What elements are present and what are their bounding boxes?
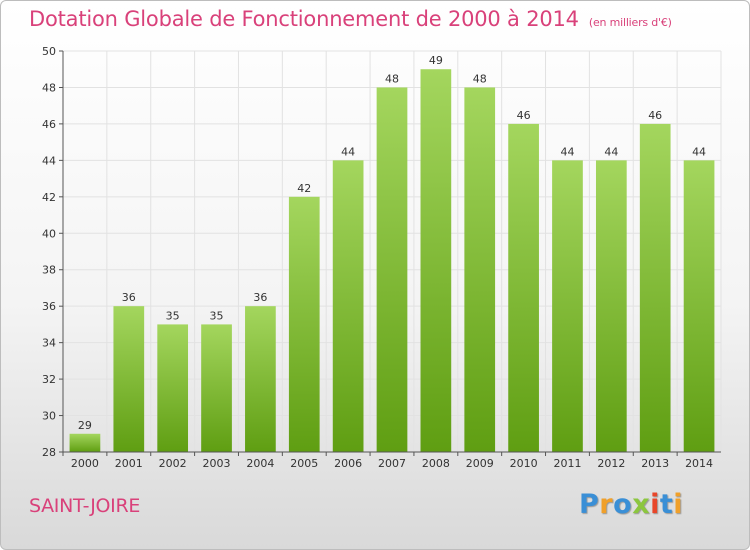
x-tick-label-2014: 2014 — [685, 457, 713, 470]
x-tick-label-2007: 2007 — [378, 457, 406, 470]
bar-2007 — [376, 87, 408, 453]
x-tick-label-2012: 2012 — [597, 457, 625, 470]
y-tick-label: 40 — [42, 227, 56, 240]
x-tick-label-2013: 2013 — [641, 457, 669, 470]
x-tick-label-2002: 2002 — [159, 457, 187, 470]
axes: 28 30 32 34 36 38 40 42 44 46 48 50 2000 2001 2002 2003… — [42, 45, 721, 470]
value-label-2013: 46 — [648, 109, 662, 122]
bar-2008 — [420, 69, 452, 453]
city-name: SAINT-JOIRE — [29, 495, 141, 517]
bar-2001 — [113, 306, 145, 452]
value-label-2012: 44 — [604, 145, 618, 158]
x-tick-label-2010: 2010 — [510, 457, 538, 470]
bar-2005 — [288, 196, 320, 452]
bar-2012 — [595, 160, 627, 452]
logo-letter: t — [659, 489, 674, 520]
value-label-2014: 44 — [692, 145, 706, 158]
logo-letter: o — [613, 489, 633, 520]
logo-letter: P — [579, 489, 600, 520]
logo-letter: x — [632, 489, 651, 520]
y-tick-label: 36 — [42, 300, 56, 313]
y-tick-label: 46 — [42, 118, 56, 131]
bar-2003 — [201, 324, 232, 452]
bar-2004 — [245, 306, 276, 452]
logo-letter: r — [599, 489, 614, 520]
value-label-2003: 35 — [210, 309, 224, 322]
bar-2011 — [552, 160, 583, 452]
chart-title: Dotation Globale de Fonctionnement de 20… — [29, 7, 672, 31]
y-tick-label: 30 — [42, 410, 56, 423]
value-label-2005: 42 — [297, 182, 311, 195]
y-tick-label: 42 — [42, 191, 56, 204]
y-tick-label: 44 — [42, 154, 56, 167]
value-label-2000: 29 — [78, 419, 92, 432]
value-label-2002: 35 — [166, 309, 180, 322]
value-label-2010: 46 — [517, 109, 531, 122]
x-tick-label-2001: 2001 — [115, 457, 143, 470]
value-label-2004: 36 — [253, 291, 267, 304]
bar-2009 — [464, 87, 496, 453]
y-tick-label: 38 — [42, 264, 56, 277]
x-tick-label-2000: 2000 — [71, 457, 99, 470]
value-label-2001: 36 — [122, 291, 136, 304]
proxiti-logo: Proxiti — [579, 489, 683, 520]
chart-title-text: Dotation Globale de Fonctionnement de 20… — [29, 7, 579, 31]
x-tick-label-2004: 2004 — [246, 457, 274, 470]
value-label-2007: 48 — [385, 72, 399, 85]
logo-letter: i — [650, 489, 660, 520]
value-label-2009: 48 — [473, 72, 487, 85]
bar-2000 — [69, 433, 101, 452]
chart-unit: (en milliers d'€) — [588, 16, 672, 29]
bar-2006 — [332, 160, 364, 452]
y-tick-label: 28 — [42, 446, 56, 459]
x-tick-label-2011: 2011 — [553, 457, 581, 470]
value-label-2011: 44 — [560, 145, 574, 158]
bars: 29 36 35 35 36 42 44 48 49 48 46 44 44 46 44 — [69, 54, 715, 453]
bar-2002 — [157, 324, 189, 452]
x-tick-label-2008: 2008 — [422, 457, 450, 470]
value-label-2006: 44 — [341, 145, 355, 158]
x-tick-label-2005: 2005 — [290, 457, 318, 470]
x-tick-label-2006: 2006 — [334, 457, 362, 470]
y-tick-label: 32 — [42, 373, 56, 386]
y-tick-label: 50 — [42, 45, 56, 58]
bar-2014 — [683, 160, 715, 452]
bar-2010 — [508, 123, 539, 452]
x-tick-label-2003: 2003 — [203, 457, 231, 470]
value-label-2008: 49 — [429, 54, 443, 67]
x-tick-label-2009: 2009 — [466, 457, 494, 470]
logo-letter: i — [673, 489, 684, 520]
bar-2013 — [639, 123, 671, 452]
y-tick-label: 48 — [42, 81, 56, 94]
y-tick-label: 34 — [42, 337, 56, 350]
